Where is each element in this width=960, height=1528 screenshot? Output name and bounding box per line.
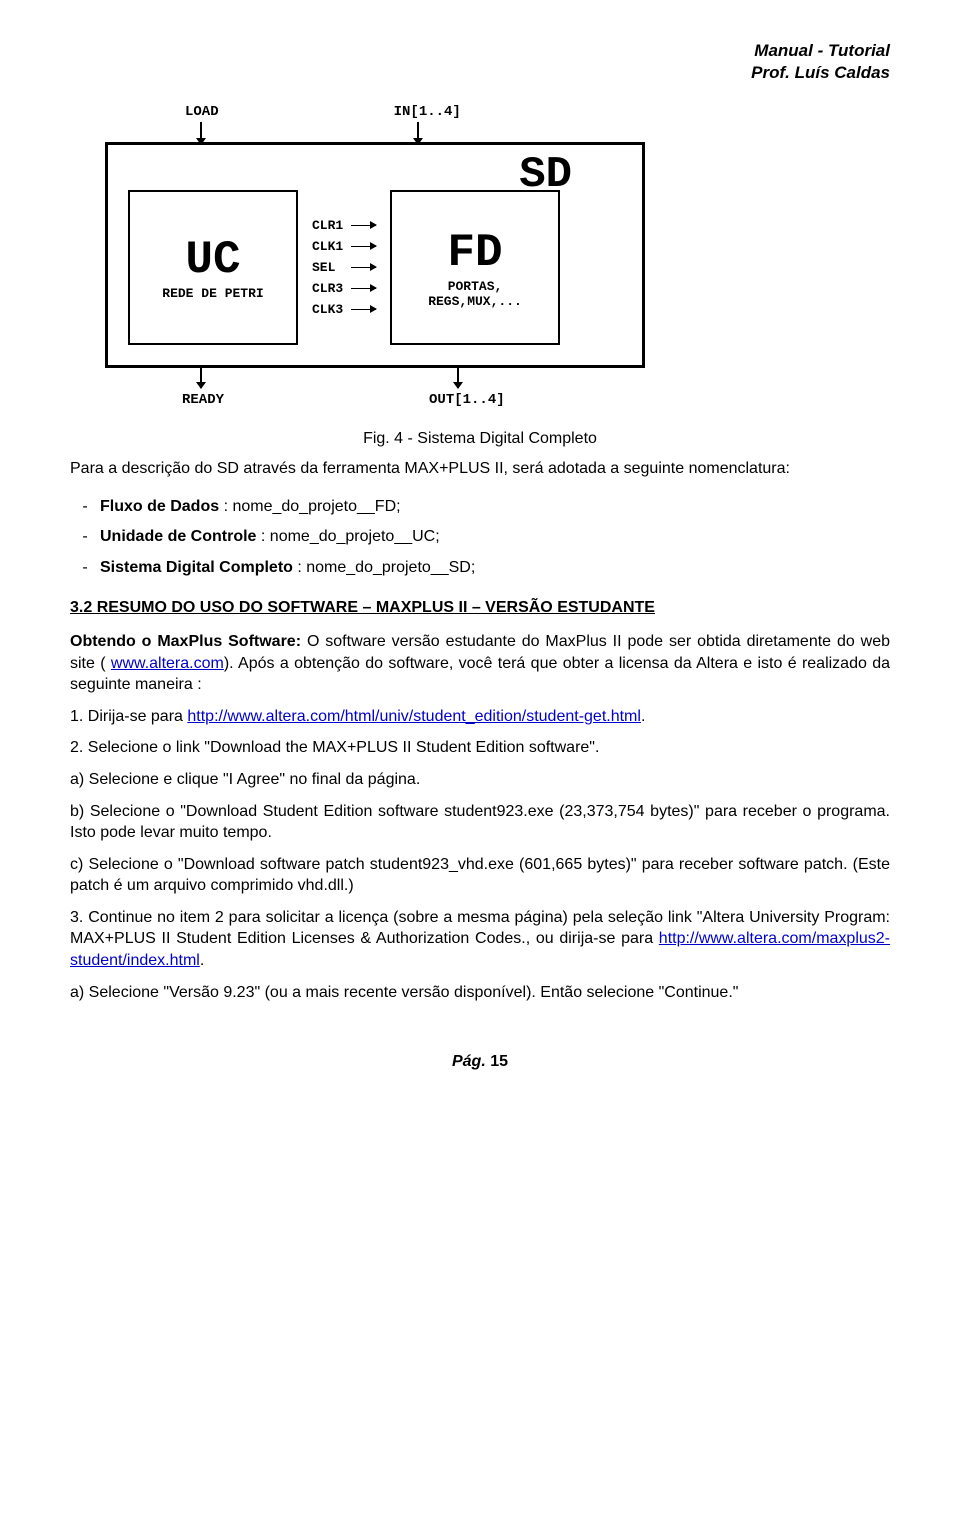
dash-icon: - [70, 522, 100, 552]
uc-subtitle: REDE DE PETRI [162, 286, 263, 301]
fd-title: FD [447, 227, 502, 279]
header-line-1: Manual - Tutorial [70, 40, 890, 62]
bullet-value: : nome_do_projeto__FD; [219, 498, 400, 515]
arrow-down-icon [457, 366, 459, 388]
step-2a: a) Selecione e clique "I Agree" no final… [70, 769, 890, 791]
bullet-value: : nome_do_projeto__UC; [256, 528, 439, 545]
uc-box: UC REDE DE PETRI [128, 190, 298, 345]
arrow-down-icon [200, 366, 202, 388]
bullet-label: Sistema Digital Completo [100, 559, 293, 576]
figure-caption: Fig. 4 - Sistema Digital Completo [70, 430, 890, 448]
step-2: 2. Selecione o link "Download the MAX+PL… [70, 737, 890, 759]
arrow-down-icon [200, 122, 202, 144]
label-out: OUT[1..4] [429, 392, 505, 408]
footer-prefix: Pág. [452, 1053, 486, 1070]
arrow-down-icon [417, 122, 419, 144]
uc-title: UC [185, 234, 240, 286]
section-heading: 3.2 RESUMO DO USO DO SOFTWARE – MAXPLUS … [70, 599, 890, 617]
arrow-right-icon [351, 288, 376, 289]
nomenclature-list: - Fluxo de Dados : nome_do_projeto__FD; … [70, 492, 890, 583]
arrow-right-icon [351, 267, 376, 268]
dash-icon: - [70, 553, 100, 583]
arrow-right-icon [351, 225, 376, 226]
label-ready: READY [182, 392, 224, 408]
arrow-right-icon [351, 246, 376, 247]
obtendo-bold: Obtendo o MaxPlus Software: [70, 633, 301, 650]
fd-subtitle: PORTAS, REGS,MUX,... [428, 279, 522, 309]
bullet-value: : nome_do_projeto__SD; [293, 559, 475, 576]
page-header: Manual - Tutorial Prof. Luís Caldas [70, 40, 890, 84]
block-diagram: LOAD IN[1..4] SD UC REDE DE PETRI CLR1 C… [70, 104, 890, 408]
signal-label: SEL [312, 260, 347, 275]
page-footer: Pág. 15 [70, 1053, 890, 1071]
step-2c: c) Selecione o "Download software patch … [70, 854, 890, 897]
step-2b: b) Selecione o "Download Student Edition… [70, 801, 890, 844]
footer-page-number: 15 [490, 1053, 508, 1070]
step1-post: . [641, 708, 645, 725]
signal-label: CLK1 [312, 239, 347, 254]
sd-container-box: SD UC REDE DE PETRI CLR1 CLK1 SEL CLR3 C… [105, 142, 645, 368]
list-item: - Fluxo de Dados : nome_do_projeto__FD; [70, 492, 890, 522]
list-item: - Unidade de Controle : nome_do_projeto_… [70, 522, 890, 552]
altera-link[interactable]: www.altera.com [111, 655, 224, 672]
signal-label: CLK3 [312, 302, 347, 317]
bullet-label: Unidade de Controle [100, 528, 256, 545]
step1-pre: 1. Dirija-se para [70, 708, 187, 725]
label-load: LOAD [185, 104, 219, 120]
student-get-link[interactable]: http://www.altera.com/html/univ/student_… [187, 708, 641, 725]
step-3: 3. Continue no item 2 para solicitar a l… [70, 907, 890, 972]
dash-icon: - [70, 492, 100, 522]
signal-label: CLR3 [312, 281, 347, 296]
signal-label: CLR1 [312, 218, 347, 233]
fd-box: FD PORTAS, REGS,MUX,... [390, 190, 560, 345]
header-line-2: Prof. Luís Caldas [70, 62, 890, 84]
bullet-label: Fluxo de Dados [100, 498, 219, 515]
arrow-right-icon [351, 309, 376, 310]
intro-paragraph: Para a descrição do SD através da ferram… [70, 458, 890, 480]
step3-post: . [200, 952, 204, 969]
signal-list: CLR1 CLK1 SEL CLR3 CLK3 [312, 218, 376, 317]
paragraph-obtendo: Obtendo o MaxPlus Software: O software v… [70, 631, 890, 696]
list-item: - Sistema Digital Completo : nome_do_pro… [70, 553, 890, 583]
label-in: IN[1..4] [394, 104, 461, 120]
step-1: 1. Dirija-se para http://www.altera.com/… [70, 706, 890, 728]
step-3a: a) Selecione "Versão 9.23" (ou a mais re… [70, 982, 890, 1004]
